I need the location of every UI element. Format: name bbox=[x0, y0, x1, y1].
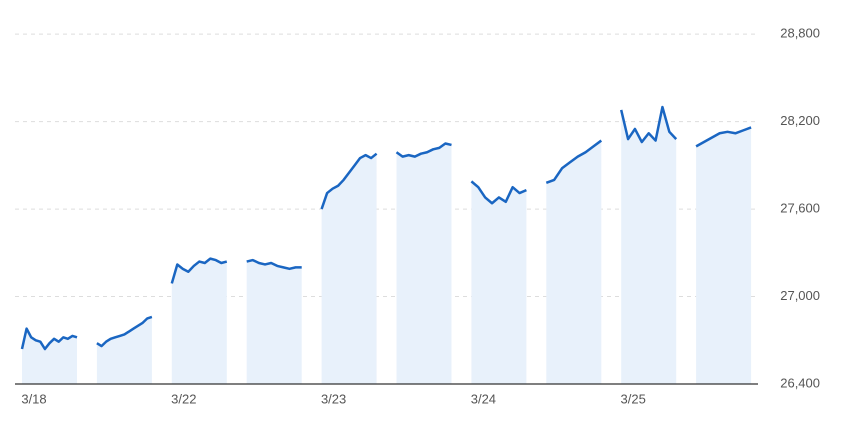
area bbox=[396, 143, 452, 384]
area bbox=[696, 127, 752, 384]
area bbox=[96, 316, 152, 384]
area bbox=[546, 140, 602, 384]
y-tick-label: 27,600 bbox=[780, 201, 820, 216]
price-line bbox=[246, 258, 302, 271]
area bbox=[471, 181, 527, 384]
y-tick-label: 26,400 bbox=[780, 375, 820, 390]
price-line bbox=[96, 315, 153, 348]
x-tick-label: 3/23 bbox=[321, 391, 346, 406]
y-tick-label: 28,800 bbox=[780, 26, 820, 41]
price-line bbox=[695, 126, 752, 148]
area bbox=[621, 107, 677, 385]
area bbox=[22, 328, 77, 384]
y-tick-label: 28,200 bbox=[780, 113, 820, 128]
area bbox=[171, 258, 227, 384]
y-tick-label: 27,000 bbox=[780, 288, 820, 303]
x-tick-label: 3/25 bbox=[621, 391, 646, 406]
price-line bbox=[619, 105, 678, 144]
area bbox=[321, 153, 377, 384]
price-line bbox=[320, 152, 378, 210]
x-tick-label: 3/22 bbox=[171, 391, 196, 406]
price-line bbox=[470, 180, 527, 205]
x-tick-label: 3/24 bbox=[471, 391, 496, 406]
price-line bbox=[395, 142, 452, 158]
area bbox=[246, 260, 302, 384]
price-line bbox=[170, 257, 228, 284]
x-tick-label: 3/18 bbox=[21, 391, 46, 406]
price-line bbox=[545, 139, 603, 185]
price-line bbox=[20, 327, 78, 351]
